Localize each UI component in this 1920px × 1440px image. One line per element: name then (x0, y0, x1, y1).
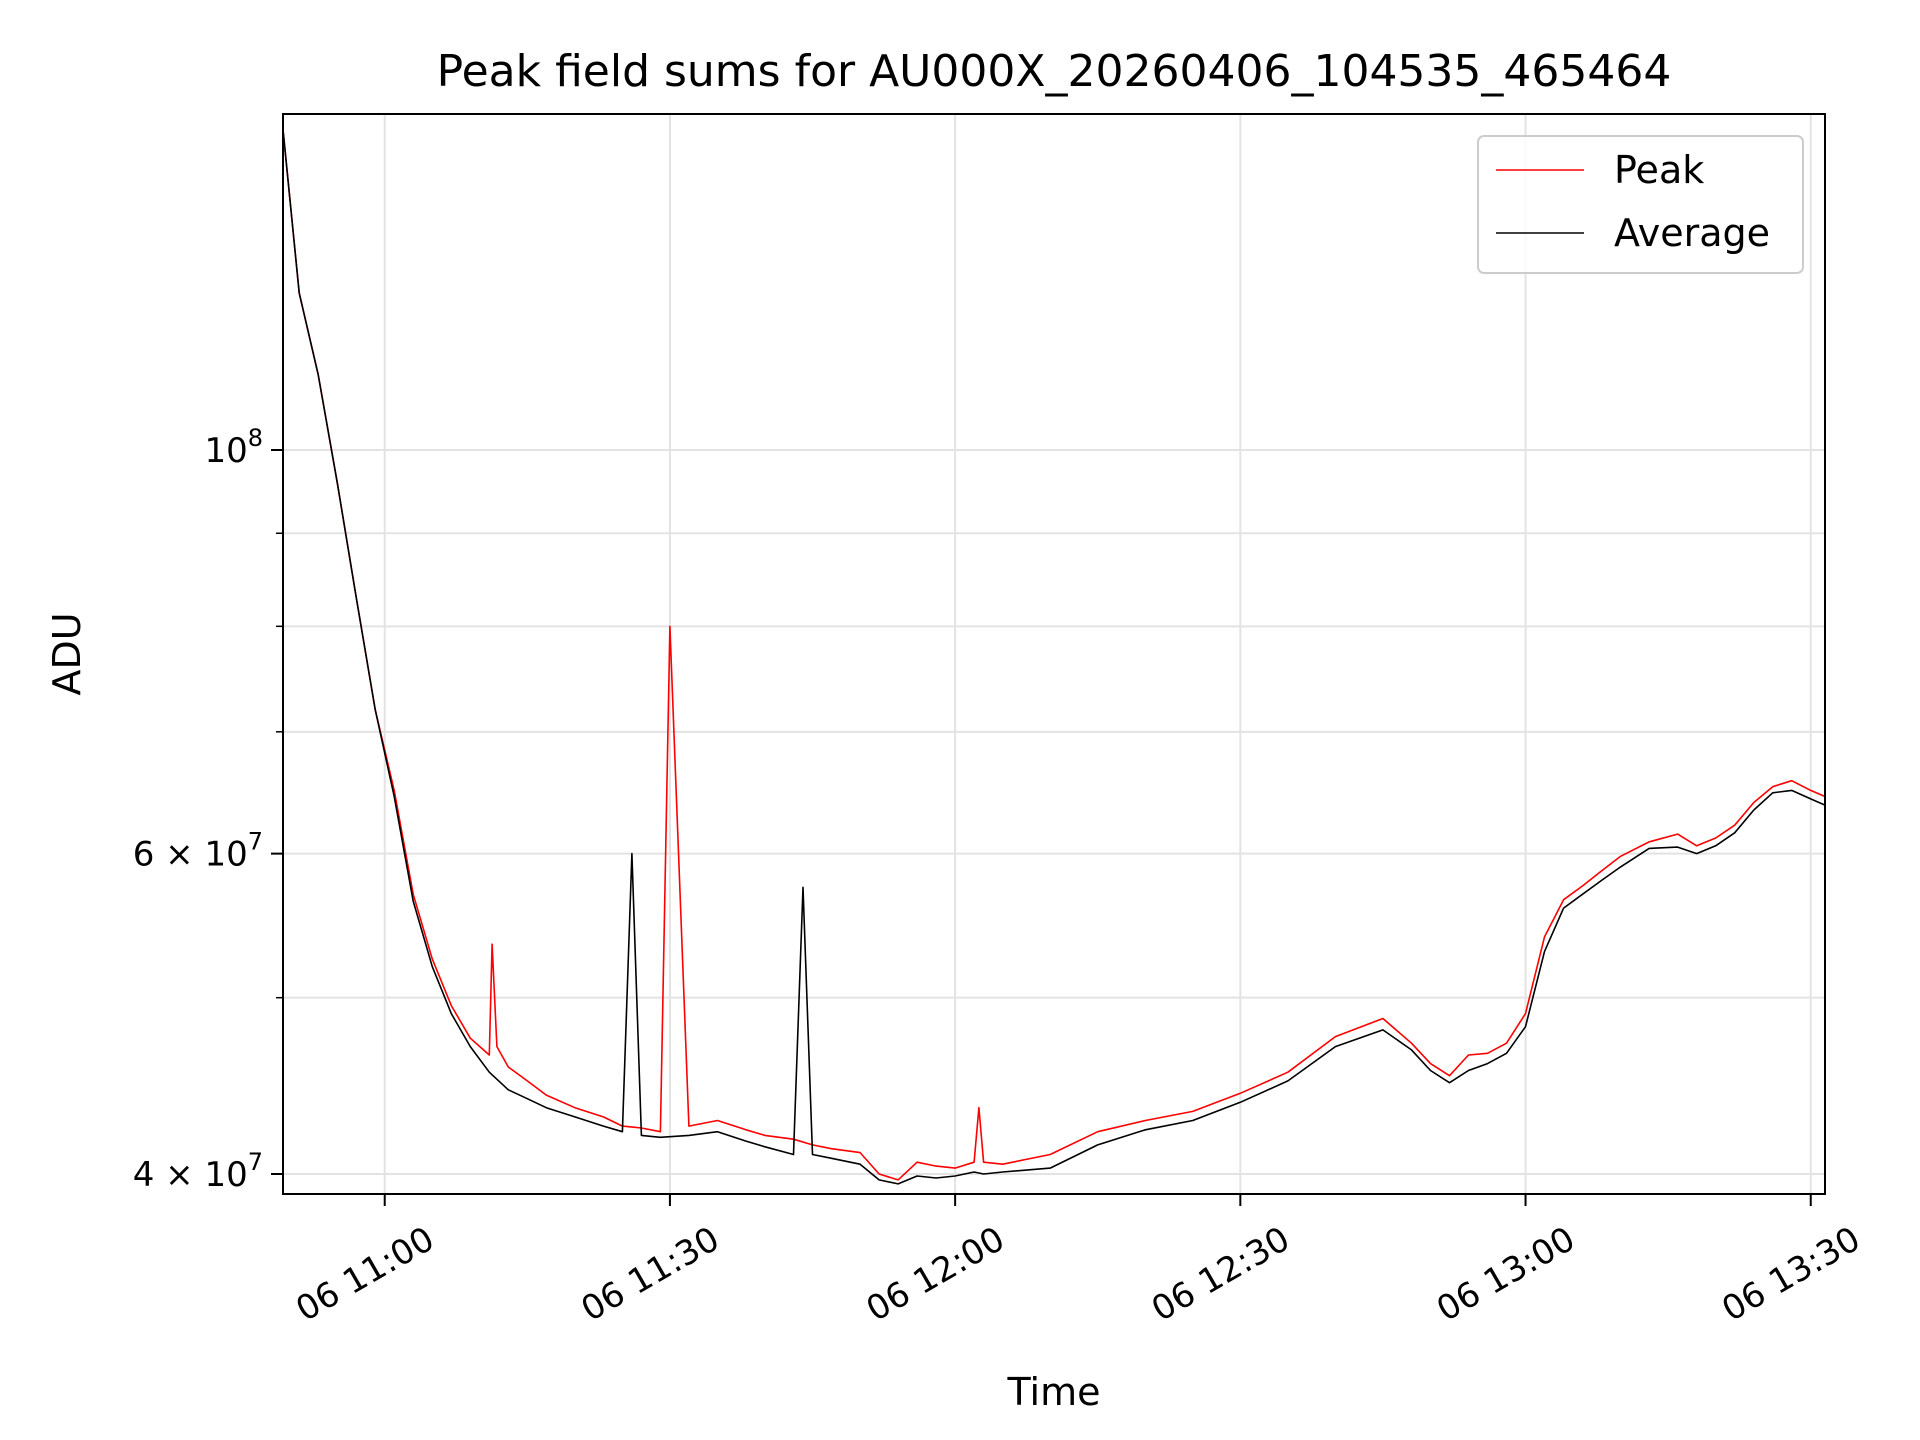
plot-frame (282, 113, 1826, 1195)
series-line-peak (282, 129, 1826, 1181)
legend-peak-label: Peak (1614, 148, 1704, 192)
chart-title: Peak field sums for AU000X_20260406_1045… (437, 46, 1672, 97)
y-tick-label-base: 4 × 10 (133, 1155, 248, 1195)
y-tick-label: 4 × 107 (133, 1148, 263, 1195)
y-tick-label: 108 (204, 424, 263, 471)
y-tick-label: 6 × 107 (133, 828, 263, 875)
y-tick-label-base: 6 × 10 (133, 835, 248, 875)
series-line-average (282, 129, 1826, 1185)
y-axis-title: ADU (45, 612, 89, 695)
y-tick-label-exponent: 8 (248, 424, 263, 452)
y-tick-label-base: 10 (204, 431, 247, 471)
series-lines (282, 129, 1826, 1185)
legend: Peak Average (1477, 135, 1804, 274)
y-tick-label-exponent: 7 (248, 828, 263, 856)
x-axis-title: Time (1007, 1370, 1101, 1414)
legend-average-label: Average (1614, 211, 1770, 255)
y-tick-label-exponent: 7 (248, 1148, 263, 1176)
